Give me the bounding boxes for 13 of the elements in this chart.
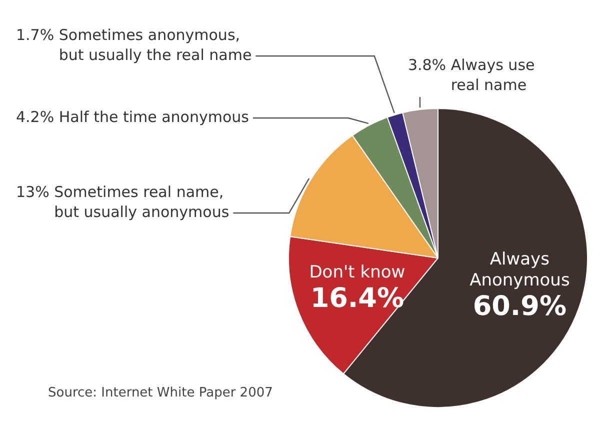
data-label: 60.9% — [472, 291, 567, 322]
data-label: 3.8% — [408, 56, 446, 74]
slice-label: Don't know — [309, 262, 406, 282]
data-label: 1.7% — [16, 26, 54, 44]
slice-label: Sometimes real name, but usually anonymous — [54, 182, 230, 221]
slice-label: Always Anonymous — [470, 250, 570, 291]
slice-label: Always use real name — [450, 56, 535, 94]
source-note: Source: Internet White Paper 2007 — [48, 385, 273, 400]
data-label: 13% — [16, 182, 50, 201]
data-label: 4.2% — [16, 108, 54, 126]
slice-label: Sometimes anonymous, but usually the real name — [58, 26, 252, 64]
slice-label: Half the time anonymous — [58, 108, 250, 126]
data-label: 16.4% — [310, 282, 404, 314]
